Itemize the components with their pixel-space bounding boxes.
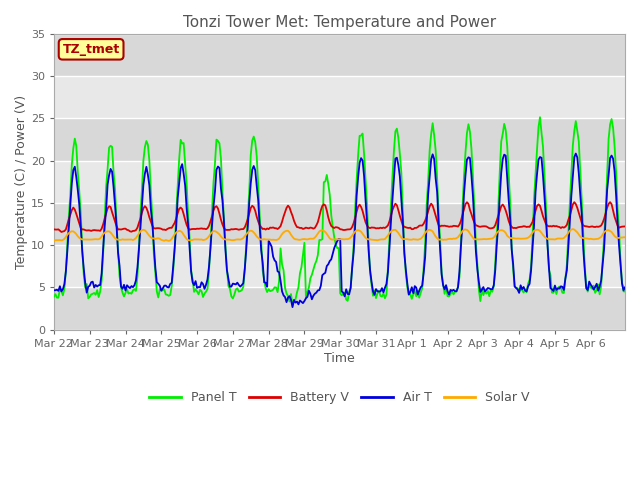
Legend: Panel T, Battery V, Air T, Solar V: Panel T, Battery V, Air T, Solar V bbox=[144, 386, 534, 409]
Bar bbox=[54, 203, 625, 245]
Bar bbox=[54, 288, 625, 330]
Bar bbox=[54, 34, 625, 76]
Bar bbox=[54, 245, 625, 288]
X-axis label: Time: Time bbox=[324, 351, 355, 364]
Title: Tonzi Tower Met: Temperature and Power: Tonzi Tower Met: Temperature and Power bbox=[183, 15, 496, 30]
Bar bbox=[54, 76, 625, 119]
Bar bbox=[54, 161, 625, 203]
Bar bbox=[54, 119, 625, 161]
Y-axis label: Temperature (C) / Power (V): Temperature (C) / Power (V) bbox=[15, 95, 28, 269]
Text: TZ_tmet: TZ_tmet bbox=[63, 43, 120, 56]
